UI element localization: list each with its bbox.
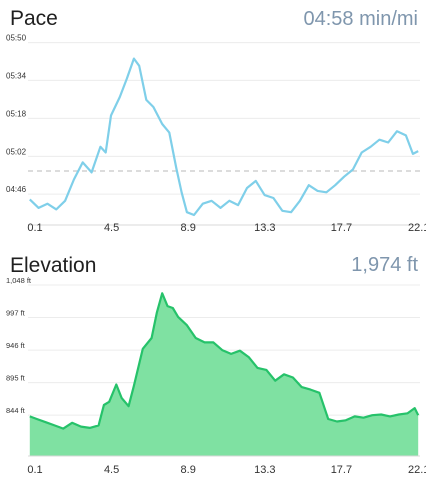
y-tick-label: 05:02 bbox=[6, 147, 27, 156]
y-tick-label: 05:18 bbox=[6, 109, 27, 118]
elevation-panel: Elevation 1,974 ft bbox=[0, 246, 426, 480]
x-tick-label: 0.1 bbox=[27, 222, 42, 234]
pace-title: Pace bbox=[10, 7, 58, 30]
elevation-line bbox=[29, 292, 420, 430]
y-tick-label: 05:50 bbox=[6, 34, 27, 43]
y-tick-label: 844 ft bbox=[6, 406, 26, 415]
pace-line bbox=[29, 57, 419, 217]
x-tick-label: 4.5 bbox=[104, 464, 119, 476]
pace-value: 04:58 min/mi bbox=[303, 8, 419, 30]
x-tick-label: 22.1 bbox=[408, 464, 426, 476]
y-tick-label: 05:34 bbox=[6, 71, 27, 80]
x-tick-label: 17.7 bbox=[331, 464, 352, 476]
x-tick-label: 8.9 bbox=[181, 464, 196, 476]
x-tick-label: 0.1 bbox=[27, 464, 42, 476]
y-tick-label: 04:46 bbox=[6, 185, 27, 194]
y-tick-label: 946 ft bbox=[6, 341, 26, 350]
elevation-value: 1,974 ft bbox=[351, 254, 418, 276]
y-tick-label: 895 ft bbox=[6, 374, 26, 383]
pace-panel: Pace 04:58 min/mi bbox=[10, 7, 419, 30]
x-tick-label: 4.5 bbox=[104, 222, 119, 234]
x-tick-label: 13.3 bbox=[254, 222, 275, 234]
x-tick-label: 13.3 bbox=[254, 464, 275, 476]
y-tick-label: 997 ft bbox=[6, 309, 26, 318]
x-tick-label: 22.1 bbox=[408, 222, 426, 234]
x-tick-label: 8.9 bbox=[181, 222, 196, 234]
elevation-title: Elevation bbox=[10, 254, 97, 277]
elevation-area-fill bbox=[29, 293, 419, 456]
x-tick-label: 17.7 bbox=[331, 222, 352, 234]
y-tick-label: 1,048 ft bbox=[6, 276, 32, 285]
pace-chart: 05:50 05:34 05:18 05:02 04:46 0.1 4.5 8.9 13.3 17… bbox=[6, 34, 426, 234]
